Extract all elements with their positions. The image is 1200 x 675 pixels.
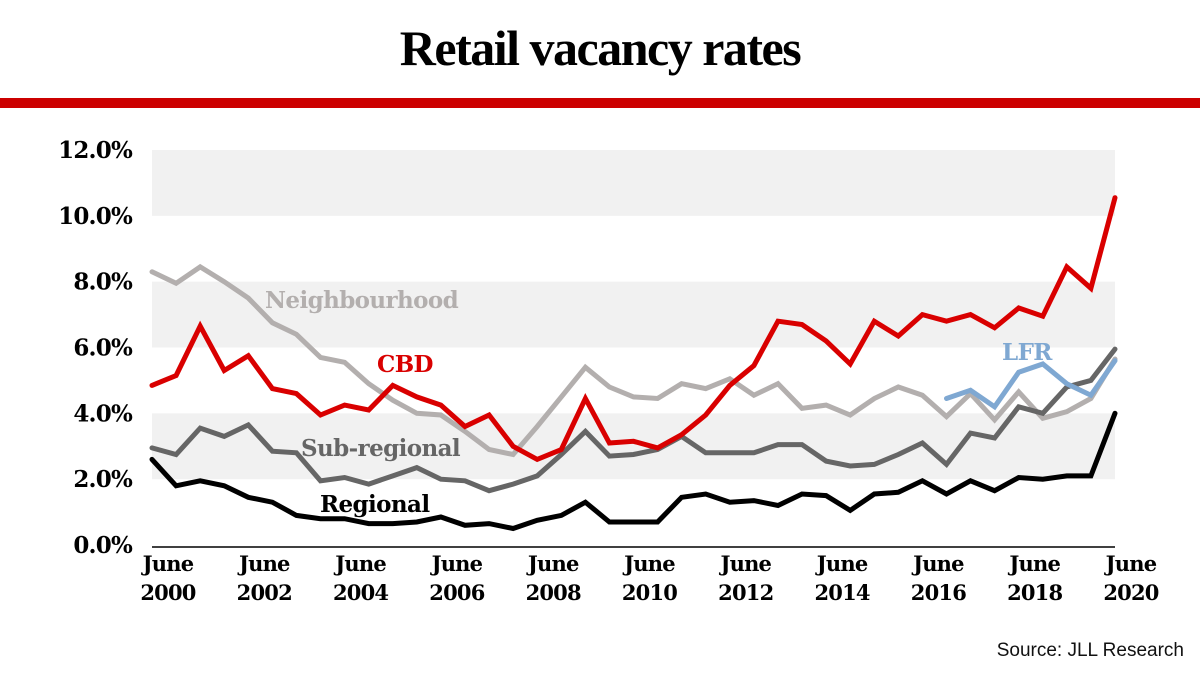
x-axis-ticks: June 2000 June 2002 June 2004 June 2006 June 2008…: [140, 551, 1159, 605]
x-tick-year: 2010: [622, 580, 677, 605]
y-tick-label: 6.0%: [73, 335, 133, 362]
series-labels: Neighbourhood CBD Sub-regional Regional …: [265, 287, 1054, 518]
x-tick-year: 2012: [718, 580, 773, 605]
x-tick-year: 2020: [1103, 580, 1158, 605]
x-tick-label: June 2014: [814, 551, 870, 605]
x-tick-label: June 2020: [1103, 551, 1159, 605]
label-neighbourhood: Neighbourhood: [265, 287, 459, 314]
x-tick-label: June 2002: [237, 551, 293, 605]
label-sub-regional: Sub-regional: [301, 435, 461, 462]
chart-title: Retail vacancy rates: [399, 20, 802, 76]
title-rule: [0, 98, 1200, 108]
label-lfr: LFR: [1002, 339, 1053, 366]
x-tick-month: June: [141, 551, 194, 576]
grid-band: [152, 281, 1115, 348]
x-tick-label: June 2004: [333, 551, 389, 605]
y-tick-label: 12.0%: [58, 137, 133, 164]
series-line-sub-regional: [149, 346, 1118, 494]
x-tick-year: 2004: [333, 580, 388, 605]
x-tick-month: June: [430, 551, 483, 576]
y-axis-ticks: 0.0% 2.0% 4.0% 6.0% 8.0% 10.0% 12.0%: [58, 137, 134, 559]
y-tick-label: 10.0%: [58, 203, 133, 230]
x-tick-label: June 2000: [140, 551, 196, 605]
x-tick-label: June 2010: [622, 551, 678, 605]
x-tick-year: 2014: [814, 580, 869, 605]
x-tick-month: June: [526, 551, 579, 576]
x-tick-label: June 2008: [526, 551, 582, 605]
y-tick-label: 0.0%: [73, 532, 133, 559]
y-tick-label: 8.0%: [73, 269, 133, 296]
x-tick-month: June: [718, 551, 771, 576]
grid-band: [152, 413, 1115, 480]
x-tick-label: June 2016: [911, 551, 967, 605]
x-tick-month: June: [911, 551, 964, 576]
series-line-regional: [149, 410, 1118, 532]
x-tick-month: June: [1007, 551, 1060, 576]
x-tick-year: 2002: [237, 580, 292, 605]
x-tick-month: June: [237, 551, 290, 576]
label-regional: Regional: [320, 491, 430, 518]
y-tick-label: 2.0%: [73, 466, 133, 493]
x-tick-year: 2000: [140, 580, 195, 605]
x-tick-month: June: [622, 551, 675, 576]
x-tick-year: 2008: [526, 580, 581, 605]
grid-band: [152, 150, 1115, 216]
x-tick-year: 2016: [911, 580, 966, 605]
x-tick-month: June: [333, 551, 386, 576]
series-line-neighbourhood: [149, 263, 1118, 458]
series-lines: [149, 195, 1118, 532]
x-tick-label: June 2012: [718, 551, 774, 605]
x-tick-year: 2006: [429, 580, 484, 605]
x-tick-year: 2018: [1007, 580, 1062, 605]
label-cbd: CBD: [377, 351, 433, 378]
series-line-lfr: [944, 358, 1118, 411]
series-line-cbd: [149, 195, 1118, 463]
x-tick-month: June: [1104, 551, 1157, 576]
x-tick-label: June 2006: [429, 551, 485, 605]
x-tick-month: June: [815, 551, 868, 576]
y-tick-label: 4.0%: [73, 400, 133, 427]
source-note: Source: JLL Research: [996, 640, 1184, 661]
x-tick-label: June 2018: [1007, 551, 1063, 605]
